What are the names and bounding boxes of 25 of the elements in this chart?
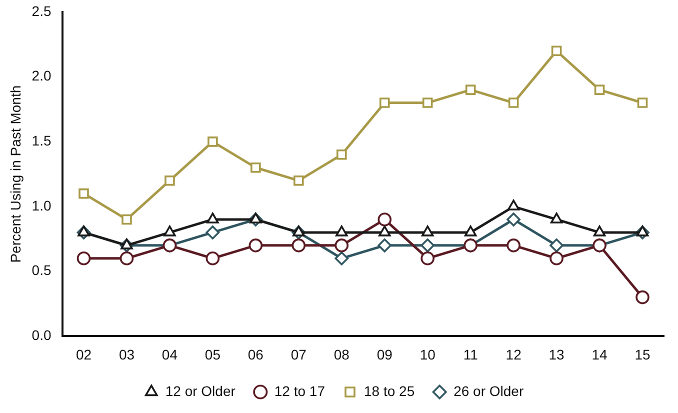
y-tick-label: 2.5: [32, 2, 52, 19]
x-tick-label: 05: [204, 346, 221, 362]
y-tick-label: 1.0: [32, 197, 52, 214]
x-tick-label: 12: [506, 346, 522, 362]
legend-label: 12 or Older: [165, 382, 236, 399]
x-tick-label: 10: [420, 346, 436, 362]
x-tick-label: 09: [376, 346, 393, 362]
y-tick-label: 0.0: [32, 327, 52, 344]
x-tick-label: 15: [634, 346, 651, 362]
y-tick-label: 0.5: [32, 262, 52, 278]
y-axis-title: Percent Using in Past Month: [7, 85, 24, 263]
x-tick-label: 11: [463, 346, 478, 362]
x-tick-label: 04: [162, 346, 178, 362]
x-tick-label: 07: [290, 346, 307, 362]
y-tick-label: 2.0: [32, 68, 52, 84]
x-tick-label: 08: [334, 346, 350, 362]
legend-label: 26 or Older: [454, 382, 524, 399]
x-tick-label: 14: [592, 346, 608, 362]
x-tick-label: 03: [118, 346, 135, 362]
x-tick-label: 13: [548, 346, 565, 362]
legend-label: 12 to 17: [274, 382, 326, 399]
y-tick-label: 1.5: [32, 132, 52, 149]
x-tick-label: 02: [76, 346, 92, 362]
x-tick-label: 06: [248, 346, 264, 362]
legend-label: 18 to 25: [364, 382, 415, 399]
